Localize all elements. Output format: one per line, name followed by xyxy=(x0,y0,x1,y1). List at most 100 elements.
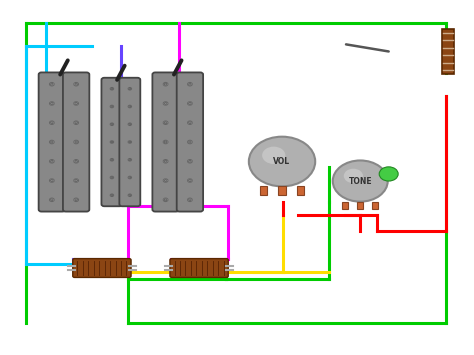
Circle shape xyxy=(164,141,167,143)
Circle shape xyxy=(111,195,113,196)
Circle shape xyxy=(344,169,363,183)
Bar xyxy=(260,186,267,195)
Circle shape xyxy=(128,194,132,197)
Circle shape xyxy=(74,121,79,125)
Circle shape xyxy=(128,141,132,143)
Circle shape xyxy=(189,122,191,124)
Circle shape xyxy=(75,199,77,201)
Circle shape xyxy=(129,106,131,107)
Circle shape xyxy=(74,82,79,86)
Circle shape xyxy=(164,122,167,124)
Circle shape xyxy=(163,140,168,144)
Circle shape xyxy=(74,140,79,144)
Bar xyxy=(442,29,454,74)
Circle shape xyxy=(49,198,54,202)
Circle shape xyxy=(129,195,131,196)
Circle shape xyxy=(75,122,77,124)
Circle shape xyxy=(164,83,167,85)
Circle shape xyxy=(49,159,54,163)
Circle shape xyxy=(75,160,77,162)
FancyBboxPatch shape xyxy=(177,72,203,212)
Circle shape xyxy=(129,177,131,178)
Circle shape xyxy=(128,105,132,108)
FancyBboxPatch shape xyxy=(63,72,89,212)
Circle shape xyxy=(188,82,192,86)
Circle shape xyxy=(164,199,167,201)
Circle shape xyxy=(188,179,192,182)
Circle shape xyxy=(111,88,113,89)
Circle shape xyxy=(110,105,114,108)
Circle shape xyxy=(51,199,53,201)
Text: VOL: VOL xyxy=(273,157,291,166)
Circle shape xyxy=(128,176,132,179)
Circle shape xyxy=(110,123,114,126)
Circle shape xyxy=(74,102,79,105)
Circle shape xyxy=(110,158,114,161)
Circle shape xyxy=(111,124,113,125)
Circle shape xyxy=(49,82,54,86)
Circle shape xyxy=(333,160,388,202)
FancyBboxPatch shape xyxy=(152,72,179,212)
Circle shape xyxy=(188,121,192,125)
FancyBboxPatch shape xyxy=(38,72,65,212)
Circle shape xyxy=(49,121,54,125)
Circle shape xyxy=(163,102,168,105)
Circle shape xyxy=(51,103,53,104)
Bar xyxy=(342,202,348,209)
Circle shape xyxy=(51,160,53,162)
Text: TONE: TONE xyxy=(348,176,372,186)
Circle shape xyxy=(111,141,113,143)
Circle shape xyxy=(75,141,77,143)
Circle shape xyxy=(188,140,192,144)
FancyBboxPatch shape xyxy=(101,78,122,206)
Circle shape xyxy=(164,180,167,181)
Circle shape xyxy=(129,88,131,89)
Circle shape xyxy=(164,103,167,104)
Circle shape xyxy=(129,141,131,143)
Circle shape xyxy=(249,137,315,186)
Circle shape xyxy=(110,176,114,179)
Circle shape xyxy=(189,160,191,162)
Circle shape xyxy=(163,82,168,86)
Circle shape xyxy=(75,103,77,104)
Circle shape xyxy=(163,179,168,182)
Circle shape xyxy=(188,198,192,202)
Circle shape xyxy=(163,121,168,125)
FancyBboxPatch shape xyxy=(119,78,140,206)
Circle shape xyxy=(163,159,168,163)
FancyBboxPatch shape xyxy=(73,258,131,278)
Circle shape xyxy=(110,194,114,197)
Circle shape xyxy=(128,123,132,126)
Circle shape xyxy=(75,83,77,85)
Circle shape xyxy=(51,141,53,143)
Bar xyxy=(278,186,286,195)
Circle shape xyxy=(379,167,398,181)
Circle shape xyxy=(128,158,132,161)
Circle shape xyxy=(189,141,191,143)
Circle shape xyxy=(189,199,191,201)
Circle shape xyxy=(189,83,191,85)
Circle shape xyxy=(75,180,77,181)
Circle shape xyxy=(49,179,54,182)
Circle shape xyxy=(74,159,79,163)
Circle shape xyxy=(129,159,131,160)
Circle shape xyxy=(111,106,113,107)
Circle shape xyxy=(262,147,285,164)
Circle shape xyxy=(111,177,113,178)
Circle shape xyxy=(110,87,114,90)
Bar xyxy=(357,202,363,209)
FancyBboxPatch shape xyxy=(170,258,228,278)
Circle shape xyxy=(129,124,131,125)
Circle shape xyxy=(188,102,192,105)
Circle shape xyxy=(49,140,54,144)
Circle shape xyxy=(110,141,114,143)
Circle shape xyxy=(49,102,54,105)
Circle shape xyxy=(74,179,79,182)
Bar xyxy=(297,186,304,195)
Circle shape xyxy=(51,122,53,124)
Circle shape xyxy=(51,83,53,85)
Circle shape xyxy=(74,198,79,202)
Circle shape xyxy=(164,160,167,162)
Bar xyxy=(373,202,378,209)
Circle shape xyxy=(188,159,192,163)
